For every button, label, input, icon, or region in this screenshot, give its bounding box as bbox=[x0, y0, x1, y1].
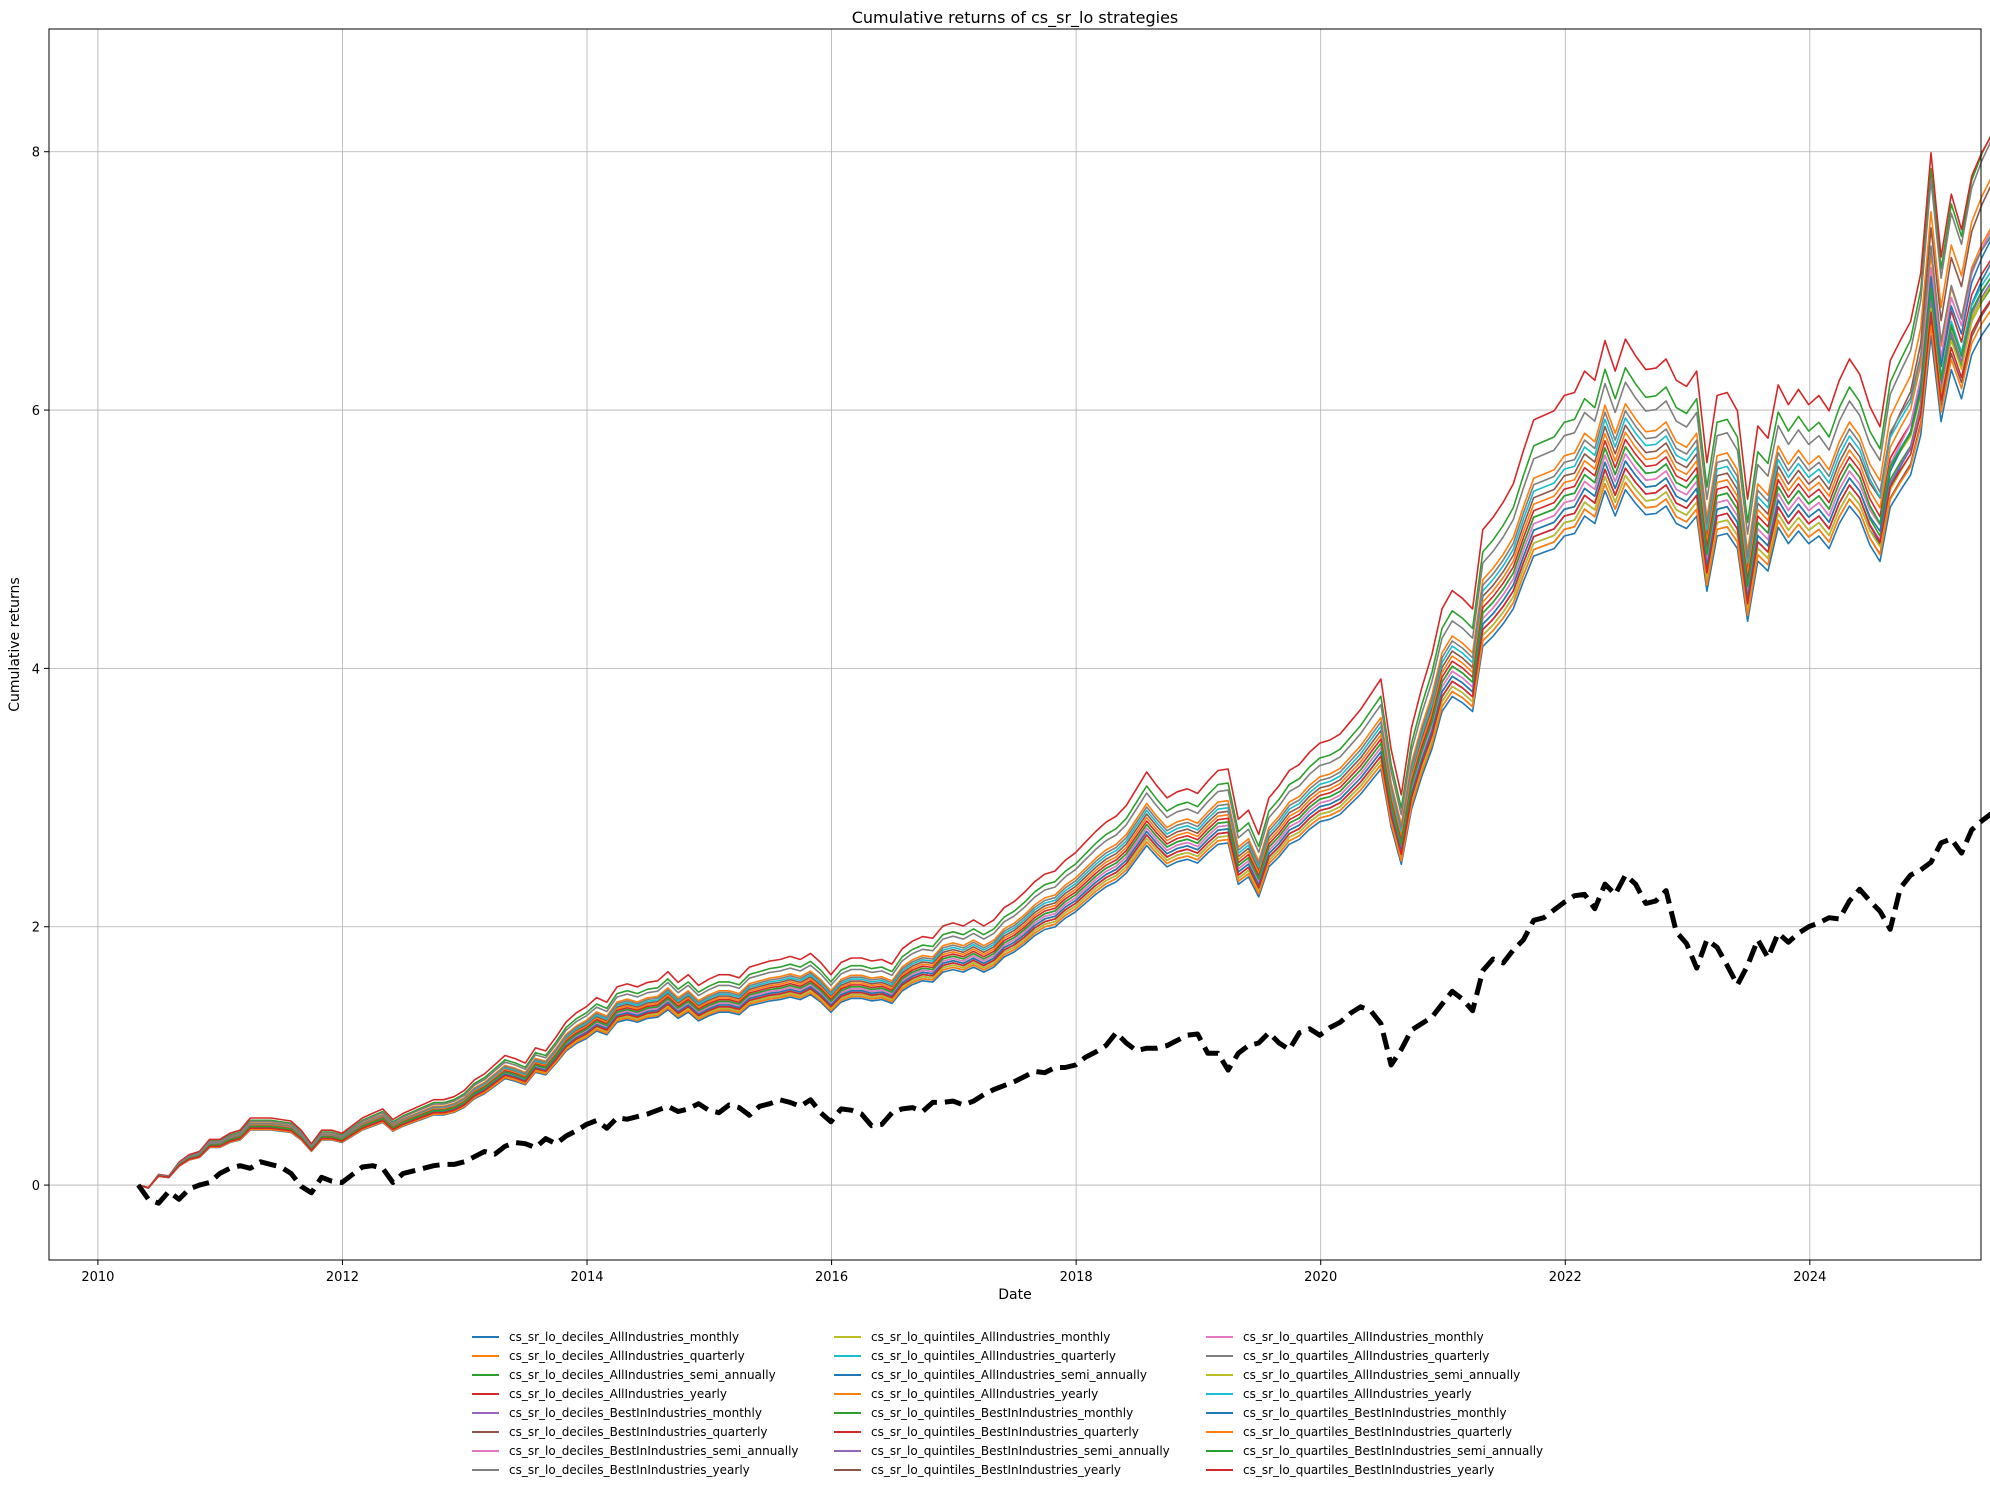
legend-entry-label: cs_sr_lo_quintiles_AllIndustries_semi_an… bbox=[871, 1368, 1147, 1382]
legend-entry-label: cs_sr_lo_deciles_BestInIndustries_quarte… bbox=[509, 1425, 768, 1439]
legend-entry-label: cs_sr_lo_quintiles_BestInIndustries_quar… bbox=[871, 1425, 1139, 1439]
legend-entry-label: cs_sr_lo_quintiles_BestInIndustries_mont… bbox=[871, 1406, 1133, 1420]
plot-frame bbox=[48, 28, 1982, 1261]
x-tick-label: 2014 bbox=[570, 1270, 603, 1285]
y-tick-label: 2 bbox=[32, 921, 40, 936]
legend-entry-label: cs_sr_lo_quartiles_BestInIndustries_mont… bbox=[1243, 1406, 1507, 1420]
benchmark-line bbox=[136, 811, 1990, 1206]
x-tick-label: 2018 bbox=[1060, 1270, 1093, 1285]
series-line-4 bbox=[138, 136, 1990, 1189]
legend-entry-label: cs_sr_lo_quartiles_BestInIndustries_year… bbox=[1243, 1463, 1494, 1477]
y-tick-label: 8 bbox=[32, 146, 40, 161]
y-tick-label: 0 bbox=[32, 1179, 40, 1194]
y-axis-label: Cumulative returns bbox=[7, 577, 23, 711]
x-tick-label: 2020 bbox=[1304, 1270, 1337, 1285]
series-line-24 bbox=[138, 299, 1990, 1189]
legend-entry-label: cs_sr_lo_deciles_BestInIndustries_semi_a… bbox=[509, 1444, 799, 1458]
legend-entry-label: cs_sr_lo_deciles_AllIndustries_yearly bbox=[509, 1387, 727, 1401]
legend-entry-label: cs_sr_lo_quartiles_AllIndustries_semi_an… bbox=[1243, 1368, 1520, 1382]
legend-entry-label: cs_sr_lo_quintiles_AllIndustries_monthly bbox=[871, 1330, 1110, 1344]
series-line-23 bbox=[138, 277, 1990, 1189]
legend-entry-label: cs_sr_lo_quintiles_AllIndustries_yearly bbox=[871, 1387, 1098, 1401]
legend-entry-label: cs_sr_lo_quintiles_AllIndustries_quarter… bbox=[871, 1349, 1116, 1363]
series-line-3 bbox=[138, 135, 1990, 1189]
series-lines bbox=[138, 135, 1990, 1189]
legend-entry-label: cs_sr_lo_deciles_AllIndustries_monthly bbox=[509, 1330, 739, 1344]
y-tick-label: 4 bbox=[32, 662, 40, 677]
series-line-22 bbox=[138, 310, 1990, 1189]
x-tick-label: 2016 bbox=[815, 1270, 848, 1285]
legend: cs_sr_lo_deciles_AllIndustries_monthlycs… bbox=[472, 1330, 1543, 1477]
x-tick-label: 2022 bbox=[1549, 1270, 1582, 1285]
x-tick-label: 2010 bbox=[81, 1270, 114, 1285]
legend-entry-label: cs_sr_lo_deciles_BestInIndustries_yearly bbox=[509, 1463, 750, 1477]
legend-entry-label: cs_sr_lo_quartiles_AllIndustries_quarter… bbox=[1243, 1349, 1489, 1363]
legend-entry-label: cs_sr_lo_quartiles_AllIndustries_yearly bbox=[1243, 1387, 1472, 1401]
legend-entry-label: cs_sr_lo_quartiles_BestInIndustries_semi… bbox=[1243, 1444, 1543, 1458]
legend-entry-label: cs_sr_lo_deciles_AllIndustries_semi_annu… bbox=[509, 1368, 776, 1382]
y-tick-label: 6 bbox=[32, 404, 40, 419]
legend-entry-label: cs_sr_lo_deciles_BestInIndustries_monthl… bbox=[509, 1406, 762, 1420]
benchmark-series-line bbox=[136, 811, 1990, 1206]
chart-title: Cumulative returns of cs_sr_lo strategie… bbox=[852, 8, 1179, 28]
legend-entry-label: cs_sr_lo_quintiles_BestInIndustries_semi… bbox=[871, 1444, 1170, 1458]
legend-entry-label: cs_sr_lo_quartiles_AllIndustries_monthly bbox=[1243, 1330, 1484, 1344]
legend-entry-label: cs_sr_lo_quintiles_BestInIndustries_year… bbox=[871, 1463, 1121, 1477]
legend-entry-label: cs_sr_lo_quartiles_BestInIndustries_quar… bbox=[1243, 1425, 1512, 1439]
series-line-18 bbox=[138, 236, 1990, 1189]
x-tick-label: 2024 bbox=[1793, 1270, 1826, 1285]
axis-ticks: 2010 2012 2014 2016 2018 2020 2022 2024 0 2 4 6 8 bbox=[32, 146, 1827, 1285]
x-axis-label: Date bbox=[998, 1287, 1031, 1303]
x-tick-label: 2012 bbox=[326, 1270, 359, 1285]
legend-entry-label: cs_sr_lo_deciles_AllIndustries_quarterly bbox=[509, 1349, 745, 1363]
series-line-8 bbox=[138, 141, 1990, 1189]
grid-lines bbox=[49, 29, 1981, 1260]
